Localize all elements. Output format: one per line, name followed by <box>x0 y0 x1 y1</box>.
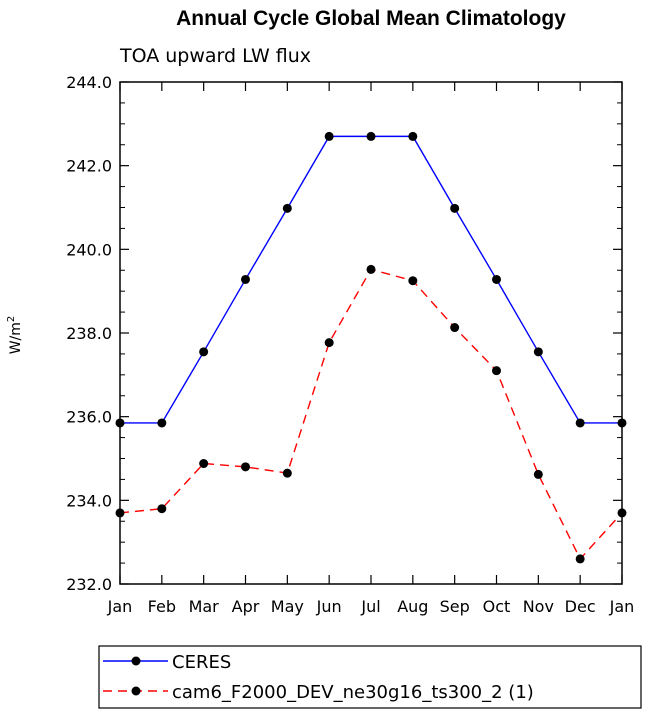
data-point-s1 <box>492 274 501 284</box>
plot-frame <box>119 81 623 585</box>
x-tick-label: Jan <box>107 597 133 616</box>
y-tick-label: 238.0 <box>66 324 112 343</box>
data-point-s1 <box>199 347 209 357</box>
legend-label-2: cam6_F2000_DEV_ne30g16_ts300_2 (1) <box>172 682 534 703</box>
legend-marker-2 <box>131 686 141 696</box>
y-tick-label: 232.0 <box>66 575 112 594</box>
data-point-s1 <box>115 418 125 428</box>
series-line-2 <box>119 268 623 561</box>
x-tick-label: Jan <box>609 597 635 616</box>
data-point-s2 <box>408 276 418 286</box>
x-tick-label: Aug <box>397 597 428 616</box>
x-tick-label: Dec <box>565 597 596 616</box>
data-point-s2 <box>115 508 125 518</box>
data-point-s2 <box>199 459 209 469</box>
legend-box <box>98 645 642 709</box>
x-tick-label: Mar <box>189 597 220 616</box>
data-point-s1 <box>617 418 627 428</box>
data-point-s2 <box>533 469 543 479</box>
data-point-s1 <box>324 131 334 141</box>
y-tick-label: 234.0 <box>66 491 112 510</box>
legend-label-1: CERES <box>172 652 231 673</box>
data-point-s1 <box>241 274 250 284</box>
data-point-s2 <box>575 554 585 564</box>
data-point-s1 <box>366 131 376 141</box>
data-point-s2 <box>492 366 501 376</box>
y-tick-label: 240.0 <box>66 240 112 259</box>
y-tick-label: 236.0 <box>66 408 112 427</box>
data-point-s1 <box>408 131 418 141</box>
series-line-1 <box>120 135 622 424</box>
data-point-s1 <box>450 203 460 213</box>
data-point-s2 <box>282 468 292 478</box>
data-point-s1 <box>282 203 292 213</box>
data-point-s2 <box>157 504 167 514</box>
x-tick-label: May <box>271 597 304 616</box>
data-point-s2 <box>617 508 627 518</box>
x-tick-label: Jun <box>316 597 342 616</box>
chart-title: Annual Cycle Global Mean Climatology <box>176 7 566 30</box>
x-tick-label: Oct <box>483 597 511 616</box>
x-tick-label: Jul <box>360 597 380 616</box>
legend-marker-1 <box>131 656 141 666</box>
y-axis-label: W/m2 <box>6 316 24 355</box>
data-point-s1 <box>533 347 543 357</box>
y-tick-label: 244.0 <box>66 73 112 92</box>
x-tick-label: Nov <box>523 597 554 616</box>
data-point-s1 <box>575 418 585 428</box>
data-point-s1 <box>157 418 167 428</box>
x-tick-label: Sep <box>440 597 470 616</box>
data-point-s2 <box>366 264 376 274</box>
chart-subtitle: TOA upward LW flux <box>119 45 311 67</box>
data-point-s2 <box>241 462 250 472</box>
data-point-s2 <box>324 338 334 348</box>
x-tick-label: Feb <box>148 597 176 616</box>
x-tick-label: Apr <box>232 597 260 616</box>
y-tick-label: 242.0 <box>66 157 112 176</box>
data-point-s2 <box>450 323 460 333</box>
